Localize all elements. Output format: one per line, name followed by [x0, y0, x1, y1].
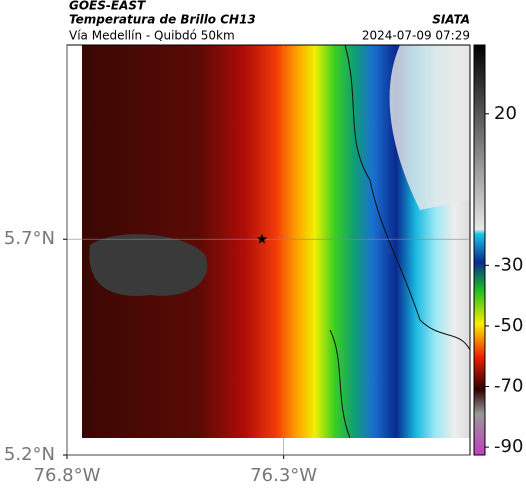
timestamp: 2024-07-09 07:29 — [362, 29, 470, 43]
axes: 76.8°W 76.3°W 5.2°N 5.7°N 20 -30 -50 -70 -90 — [4, 45, 523, 486]
colorbar-tick-label: -70 — [494, 376, 523, 397]
title: Temperatura de Brillo CH13 — [69, 13, 256, 27]
location-marker — [256, 233, 268, 244]
colorbar-tick-label: -50 — [494, 315, 523, 336]
source: GOES-EAST — [69, 0, 146, 13]
y-tick-label: 5.7°N — [4, 228, 55, 249]
subtitle: Vía Medellín - Quibdó 50km — [69, 29, 235, 43]
y-tick-label: 5.2°N — [4, 444, 55, 465]
colorbar-tick-label: -90 — [494, 436, 523, 457]
brand: SIATA — [432, 13, 470, 27]
colorbar-tick-label: -30 — [494, 254, 523, 275]
colorbar — [473, 44, 486, 456]
colorbar-tick-label: 20 — [494, 103, 517, 124]
x-tick-label: 76.3°W — [250, 465, 317, 486]
x-tick-label: 76.8°W — [34, 465, 101, 486]
satellite-image — [82, 44, 471, 439]
